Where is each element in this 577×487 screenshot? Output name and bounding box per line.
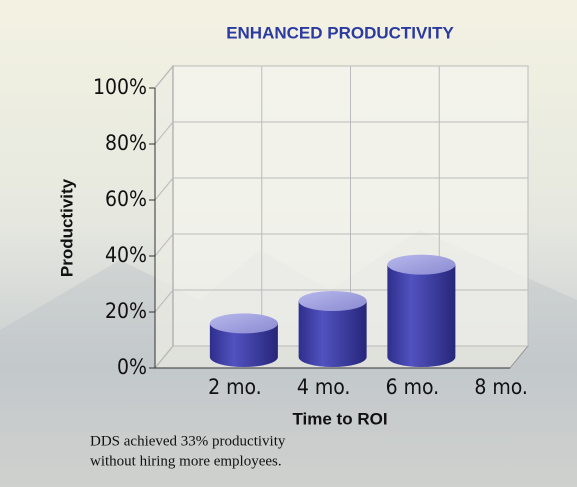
y-tick-label: 0%	[117, 355, 147, 379]
bar	[387, 264, 456, 367]
y-tick-label: 40%	[105, 243, 147, 267]
bar-top	[298, 291, 367, 311]
chart-title: ENHANCED PRODUCTIVITY	[226, 23, 454, 42]
grid-line	[154, 177, 174, 201]
y-tick-label: 80%	[105, 131, 147, 155]
x-tick-label: 4 mo.	[297, 375, 351, 399]
annotation: DDS achieved 33% productivity	[90, 433, 286, 449]
x-tick-label: 8 mo.	[474, 375, 528, 399]
x-axis-title: Time to ROI	[292, 409, 387, 428]
x-tick-label: 2 mo.	[208, 375, 262, 399]
y-tick-label: 100%	[93, 75, 147, 99]
grid-line	[154, 289, 174, 313]
annotation: without hiring more employees.	[90, 453, 282, 469]
bar	[298, 301, 367, 367]
bar-top	[387, 254, 456, 275]
x-tick-label: 6 mo.	[386, 375, 440, 399]
grid-line	[154, 233, 174, 257]
grid-line	[154, 345, 174, 369]
bar	[209, 323, 278, 367]
y-tick-label: 60%	[105, 187, 147, 211]
grid-line	[154, 121, 174, 145]
grid-line	[154, 65, 174, 89]
bar-top	[209, 313, 278, 334]
side-wall	[154, 64, 174, 370]
y-tick-label: 20%	[105, 299, 147, 323]
y-axis-title: Productivity	[57, 178, 76, 277]
